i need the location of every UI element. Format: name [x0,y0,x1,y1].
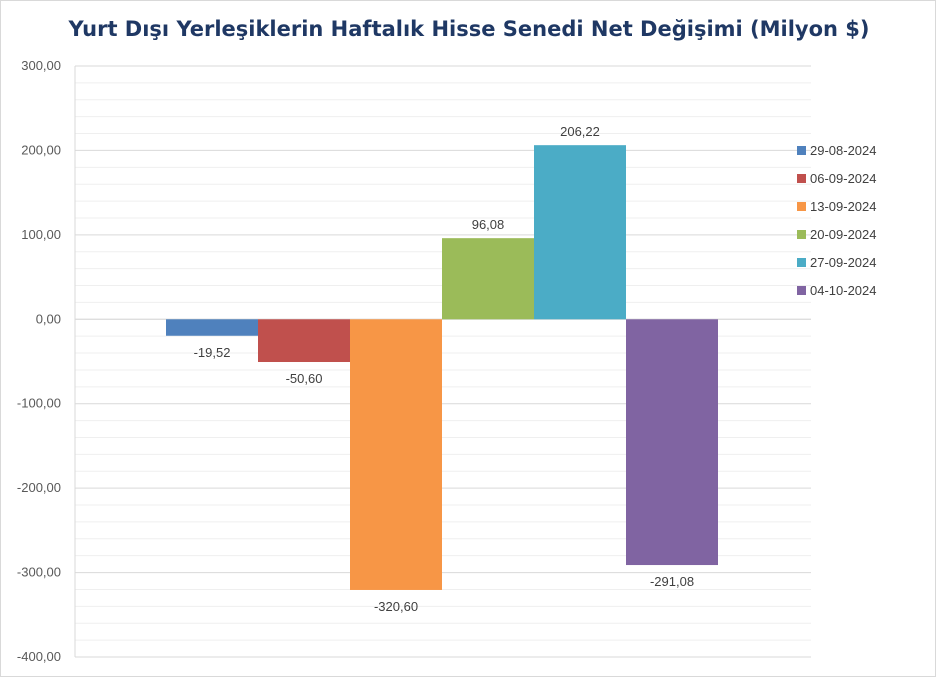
data-label: -320,60 [374,599,418,614]
data-label: -291,08 [650,574,694,589]
legend-swatch [797,230,806,239]
data-label: -50,60 [286,371,323,386]
chart-title: Yurt Dışı Yerleşiklerin Haftalık Hisse S… [68,17,870,41]
legend-swatch [797,202,806,211]
y-tick-label: 300,00 [21,58,61,73]
y-tick-label: -400,00 [17,649,61,664]
legend-swatch [797,258,806,267]
data-label: 206,22 [560,124,600,139]
y-tick-label: -300,00 [17,565,61,580]
legend-label: 27-09-2024 [810,255,877,270]
data-label: -19,52 [194,345,231,360]
y-tick-label: -200,00 [17,480,61,495]
data-labels: -19,52 -50,60 -320,60 96,08 206,22 -291,08 [194,124,694,614]
legend-label: 13-09-2024 [810,199,877,214]
legend-label: 29-08-2024 [810,143,877,158]
legend-swatch [797,174,806,183]
legend-label: 20-09-2024 [810,227,877,242]
bar-27-09-2024 [534,145,626,320]
bar-20-09-2024 [442,238,534,320]
legend-swatch [797,286,806,295]
bar-04-10-2024 [626,319,718,566]
bar-13-09-2024 [350,319,442,590]
legend-swatch [797,146,806,155]
y-tick-label: -100,00 [17,396,61,411]
bar-06-09-2024 [258,319,350,363]
y-tick-label: 0,00 [36,311,61,326]
bar-29-08-2024 [166,319,258,336]
y-tick-label: 100,00 [21,227,61,242]
y-tick-label: 200,00 [21,142,61,157]
legend: 29-08-2024 06-09-2024 13-09-2024 20-09-2024… [797,143,877,298]
data-label: 96,08 [472,217,505,232]
legend-label: 06-09-2024 [810,171,877,186]
bars [166,145,718,590]
legend-label: 04-10-2024 [810,283,877,298]
